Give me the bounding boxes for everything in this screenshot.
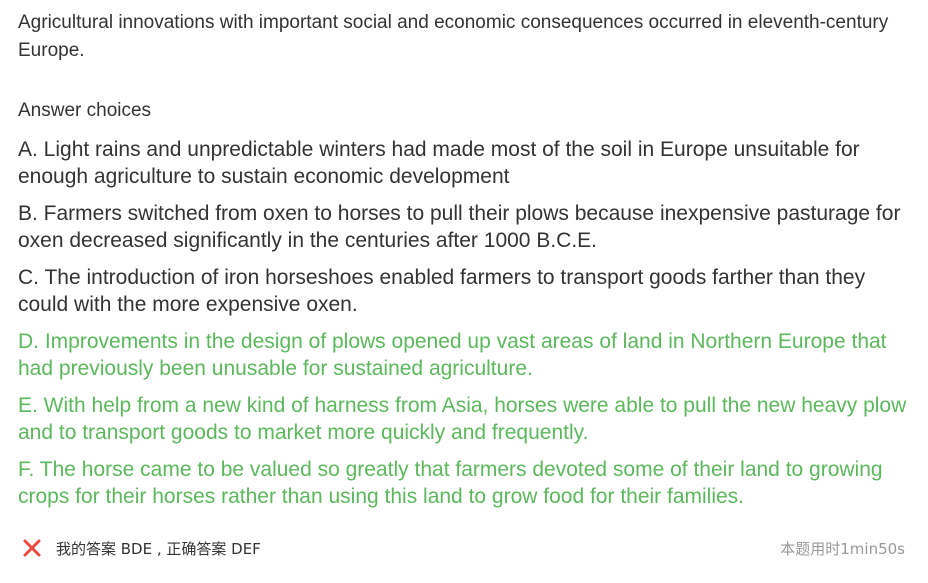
- choice-b[interactable]: B. Farmers switched from oxen to horses …: [18, 202, 901, 252]
- answer-choices-heading: Answer choices: [18, 100, 152, 121]
- choice-e[interactable]: E. With help from a new kind of harness …: [18, 394, 907, 444]
- answer-result: 我的答案 BDE , 正确答案 DEF: [22, 533, 261, 563]
- answer-choices-list: A. Light rains and unpredictable winters…: [18, 136, 913, 520]
- x-mark-icon: [22, 538, 42, 558]
- result-footer: 我的答案 BDE , 正确答案 DEF 本题用时1min50s: [0, 533, 928, 563]
- question-stem: Agricultural innovations with important …: [18, 12, 889, 61]
- choice-f[interactable]: F. The horse came to be valued so greatl…: [18, 458, 883, 508]
- choice-a[interactable]: A. Light rains and unpredictable winters…: [18, 138, 860, 188]
- answer-result-text: 我的答案 BDE , 正确答案 DEF: [56, 539, 261, 558]
- time-spent: 本题用时1min50s: [780, 539, 905, 558]
- choice-c[interactable]: C. The introduction of iron horseshoes e…: [18, 266, 866, 316]
- choice-d[interactable]: D. Improvements in the design of plows o…: [18, 330, 887, 380]
